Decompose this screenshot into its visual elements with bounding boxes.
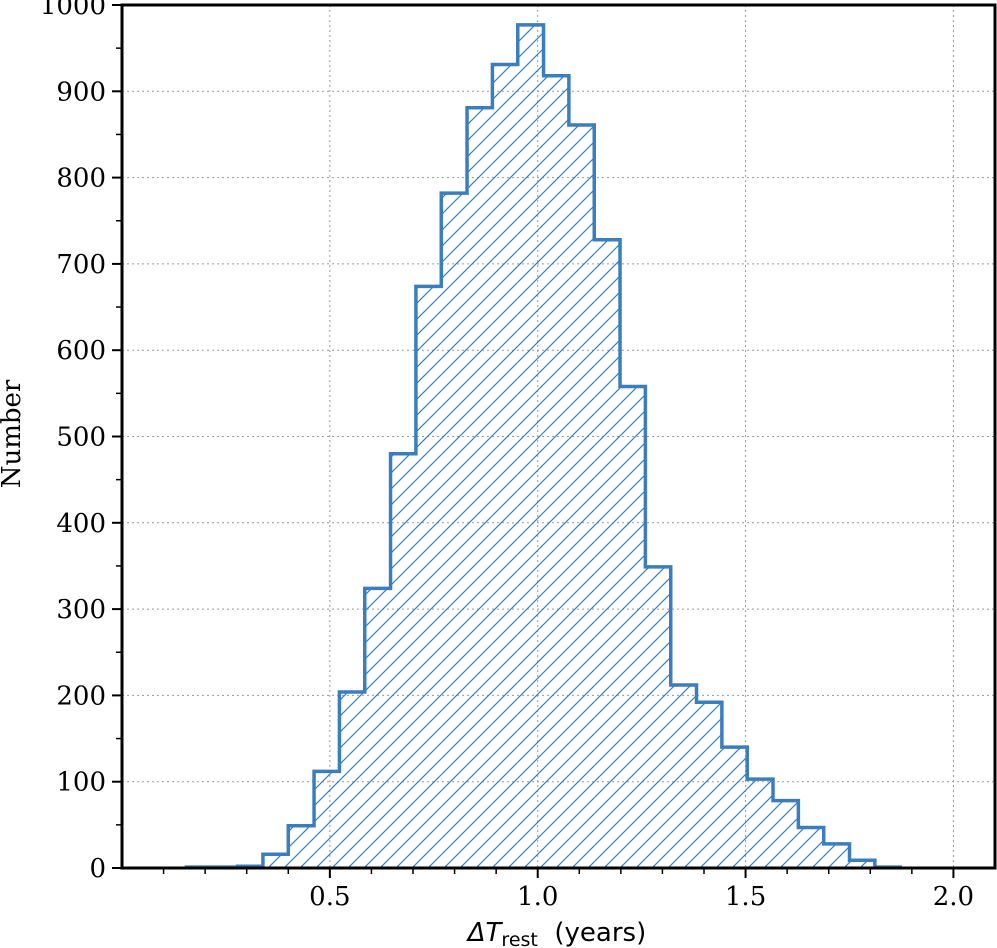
histogram-bar	[773, 800, 799, 868]
y-tick-label: 1000	[40, 0, 106, 21]
histogram-bar	[492, 64, 518, 868]
y-tick-label: 300	[56, 595, 106, 625]
histogram-bar	[314, 771, 340, 868]
tick-labels: 0.5 1.0 1.5 2.0 0 100 200 300 400 500 600 700 800 900…	[40, 0, 974, 912]
y-tick-label: 900	[56, 77, 106, 107]
y-tick-label: 600	[56, 336, 106, 366]
histogram-bar	[696, 702, 722, 868]
histogram-bar	[441, 193, 468, 868]
histogram-bar	[467, 107, 493, 868]
y-tick-label: 400	[56, 509, 106, 539]
histogram-bar	[823, 843, 850, 868]
y-tick-label: 500	[56, 423, 106, 453]
plot-frame	[120, 3, 997, 870]
y-tick-label: 100	[56, 768, 106, 798]
histogram-bar	[645, 566, 671, 868]
histogram-bar	[849, 860, 875, 868]
x-tick-label: 2.0	[933, 882, 974, 912]
y-tick-label: 700	[56, 250, 106, 280]
histogram-bars	[186, 24, 901, 869]
histogram-bar	[568, 124, 595, 868]
histogram-bar	[364, 588, 391, 868]
y-tick-label: 200	[56, 681, 106, 711]
x-axis-title-sub: rest	[501, 929, 537, 948]
x-tick-label: 1.5	[725, 882, 766, 912]
histogram-bar	[288, 825, 315, 868]
histogram-bar	[339, 691, 365, 868]
y-axis-title: Number	[0, 379, 27, 488]
histogram-bar	[415, 286, 442, 868]
y-tick-label: 800	[56, 164, 106, 194]
histogram-bar	[390, 453, 416, 868]
histogram-bar	[798, 827, 824, 868]
x-axis-title-units: (years)	[554, 918, 646, 948]
histogram-outline	[184, 23, 902, 869]
histogram-bar	[594, 239, 621, 869]
histogram-bar	[721, 747, 748, 868]
x-axis-title-main: ΔT	[466, 918, 504, 948]
histogram-bar	[670, 685, 697, 868]
histogram-bar	[620, 386, 646, 868]
y-tick-label: 0	[89, 854, 106, 884]
histogram-bar	[543, 75, 569, 869]
histogram-bar	[747, 779, 774, 868]
x-axis-title: ΔTrest (years)	[466, 918, 646, 948]
histogram-bar	[517, 24, 544, 869]
histogram-bar	[262, 854, 289, 868]
x-tick-label: 1.0	[517, 882, 558, 912]
x-tick-label: 0.5	[309, 882, 350, 912]
